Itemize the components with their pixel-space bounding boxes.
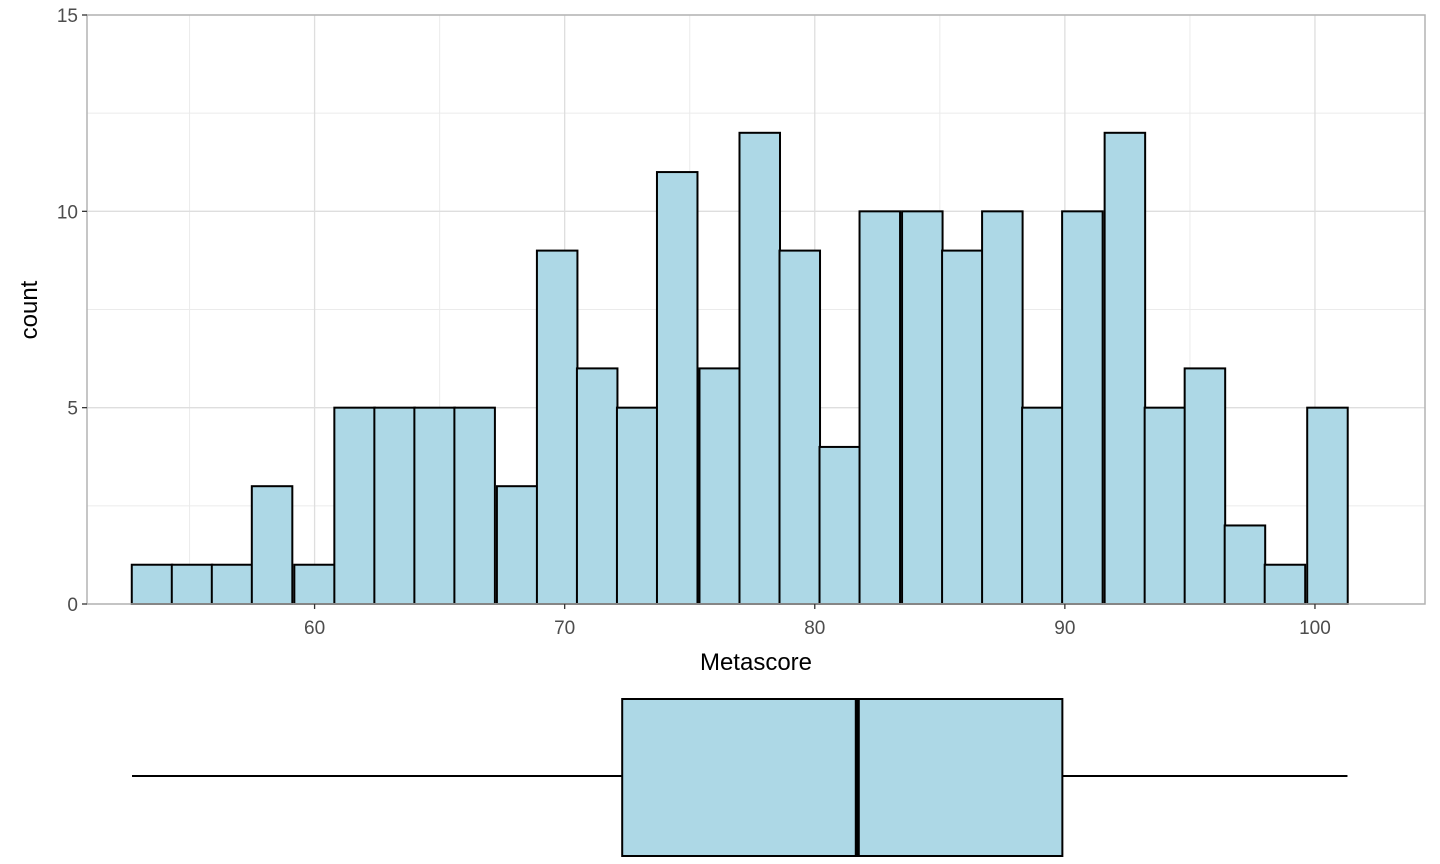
boxplot-box bbox=[621, 698, 1064, 857]
histogram-bar bbox=[778, 249, 822, 605]
histogram-bar bbox=[453, 406, 496, 605]
histogram-panel-border bbox=[86, 14, 1426, 605]
histogram-bar bbox=[1143, 406, 1187, 605]
x-tick-label: 80 bbox=[804, 618, 825, 639]
histogram-bar bbox=[738, 131, 782, 606]
histogram-bar bbox=[1263, 563, 1307, 606]
histogram-bar bbox=[130, 563, 174, 606]
histogram-bar bbox=[1021, 406, 1064, 605]
histogram-bar bbox=[250, 485, 294, 606]
histogram-bar bbox=[535, 249, 579, 605]
x-axis-title: Metascore bbox=[700, 649, 812, 676]
x-tick-label: 100 bbox=[1299, 618, 1331, 639]
histogram-bar bbox=[1061, 210, 1104, 605]
histogram-bar bbox=[1223, 524, 1267, 606]
histogram-bar bbox=[818, 445, 862, 605]
x-tick-label: 70 bbox=[554, 618, 575, 639]
y-tick-label: 10 bbox=[57, 202, 78, 223]
y-tick-label: 15 bbox=[57, 6, 78, 27]
histogram-bar bbox=[698, 367, 741, 605]
histogram-bar bbox=[655, 171, 699, 605]
x-axis-ticks: 60 70 80 90 100 bbox=[304, 604, 1331, 639]
histogram-bar bbox=[495, 485, 539, 606]
panel-border bbox=[86, 14, 1426, 605]
histogram-bar bbox=[901, 210, 944, 605]
histogram-bar bbox=[941, 249, 984, 605]
histogram-bar bbox=[1103, 131, 1147, 606]
histogram-bars bbox=[130, 131, 1349, 606]
histogram-bar bbox=[210, 563, 254, 606]
y-tick-label: 5 bbox=[67, 399, 78, 420]
histogram-bar bbox=[413, 406, 456, 605]
histogram-bar bbox=[293, 563, 336, 606]
histogram-bar bbox=[1183, 367, 1227, 605]
histogram-bar bbox=[615, 406, 659, 605]
y-axis-ticks: 0 5 10 15 bbox=[57, 6, 87, 616]
histogram-bar bbox=[1306, 406, 1349, 605]
x-tick-label: 90 bbox=[1054, 618, 1075, 639]
x-tick-label: 60 bbox=[304, 618, 325, 639]
histogram-bar bbox=[170, 563, 214, 606]
y-tick-label: 0 bbox=[67, 595, 78, 616]
histogram-bar bbox=[333, 406, 376, 605]
histogram-bar bbox=[373, 406, 416, 605]
histogram-bar bbox=[575, 367, 619, 605]
boxplot bbox=[132, 698, 1348, 857]
y-axis-title: count bbox=[16, 280, 43, 339]
histogram-bar bbox=[981, 210, 1024, 605]
histogram-bar bbox=[858, 210, 902, 605]
